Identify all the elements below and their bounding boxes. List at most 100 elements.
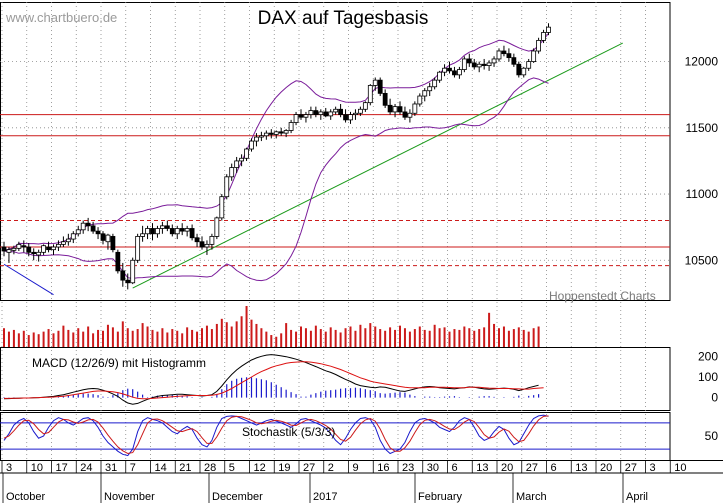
volume-bar xyxy=(176,330,179,347)
candle-body xyxy=(442,67,447,73)
volume-bar xyxy=(77,328,80,347)
month-label: November xyxy=(104,491,155,503)
volume-bar xyxy=(12,329,15,347)
candle-body xyxy=(140,233,146,237)
candle-body xyxy=(194,237,200,243)
watermark: www.chartbuero.de xyxy=(5,10,117,25)
x-tick-label: 7 xyxy=(130,462,136,474)
candle-body xyxy=(51,246,56,251)
volume-bar xyxy=(403,328,406,347)
macd-panel xyxy=(3,354,544,405)
candle-body xyxy=(263,132,269,137)
volume-bar xyxy=(42,331,45,347)
volume-bar xyxy=(92,333,95,347)
candle-body xyxy=(546,26,551,33)
candle-body xyxy=(456,69,462,76)
candle-body xyxy=(6,249,12,253)
candle-body xyxy=(452,70,457,76)
candle-body xyxy=(506,53,512,59)
horizontal-levels xyxy=(0,114,670,267)
candle-body xyxy=(466,58,472,64)
candle-body xyxy=(278,131,284,134)
x-tick-label: 6 xyxy=(551,462,557,474)
candle-body xyxy=(303,114,309,118)
volume-bar xyxy=(156,331,159,347)
volume-bar xyxy=(493,323,496,347)
candle-body xyxy=(174,228,180,235)
volume-bar xyxy=(517,327,520,347)
volume-bar xyxy=(329,327,332,347)
volume-bar xyxy=(82,331,85,347)
volume-bar xyxy=(280,333,283,347)
x-tick-label: 17 xyxy=(56,462,68,474)
volume-bar xyxy=(300,326,302,347)
volume-bar xyxy=(235,321,238,347)
x-tick-label: 10 xyxy=(674,462,686,474)
candle-body xyxy=(476,63,482,68)
candle-body xyxy=(536,40,541,52)
x-tick-label: 27 xyxy=(526,462,538,474)
volume-bar xyxy=(72,332,75,347)
volume-bar xyxy=(67,329,70,347)
volume-bar xyxy=(502,326,505,347)
macd-tick-label: 0 xyxy=(711,391,718,405)
volume-bar xyxy=(532,328,535,347)
volume-bar xyxy=(7,331,10,347)
candle-body xyxy=(288,122,294,131)
candle-body xyxy=(125,279,131,284)
y-tick-labels: 10500 11000 11500 12000 0 100 200 50 xyxy=(685,55,719,443)
candle-body xyxy=(318,111,324,115)
stochastic-d-line xyxy=(3,415,549,455)
volume-bar xyxy=(201,328,203,347)
candle-body xyxy=(239,157,245,162)
candle-body xyxy=(377,79,383,94)
candle-body xyxy=(75,229,81,235)
volume-bar xyxy=(260,328,263,347)
candle-body xyxy=(159,225,165,229)
candle-body xyxy=(348,114,353,121)
volume-bar xyxy=(255,323,258,347)
candle-body xyxy=(65,238,71,243)
volume-bar xyxy=(443,327,446,347)
volume-bar xyxy=(215,323,218,347)
candle-body xyxy=(16,243,22,249)
x-tick-label: 31 xyxy=(105,462,117,474)
volume-bar xyxy=(389,327,392,347)
candle-body xyxy=(402,111,408,118)
x-tick-label: 28 xyxy=(204,462,216,474)
candle-body xyxy=(26,246,32,253)
candle-body xyxy=(169,228,175,235)
candle-body xyxy=(115,251,121,272)
volume-bar xyxy=(488,312,491,347)
x-tick-labels: 3 10 17 24 31 7 14 21 28 5 12 19 27 2 9 16 23 30 6 13 20 27 6 1… xyxy=(1,460,687,503)
candle-body xyxy=(273,131,279,135)
macd-label: MACD (12/26/9) mit Histogramm xyxy=(32,356,206,370)
candle-body xyxy=(85,222,91,227)
x-tick-label: 3 xyxy=(650,462,656,474)
candle-body xyxy=(471,62,477,68)
candle-body xyxy=(343,114,348,121)
volume-bar xyxy=(171,329,174,347)
candle-body xyxy=(407,112,413,118)
candle-body xyxy=(209,236,215,245)
volume-bar xyxy=(250,319,253,347)
candle-body xyxy=(427,86,433,92)
candle-body xyxy=(372,79,378,86)
volume-bar xyxy=(102,330,104,347)
volume-bar xyxy=(433,324,436,347)
candle-body xyxy=(135,236,141,261)
volume-bar xyxy=(478,329,481,347)
volume-bar xyxy=(186,327,189,347)
candle-body xyxy=(1,246,7,252)
volume-bar xyxy=(141,323,144,347)
volume-bar xyxy=(265,331,268,347)
candle-body xyxy=(461,58,467,70)
panel-frames xyxy=(0,2,723,474)
candle-body xyxy=(105,234,111,243)
volume-bar xyxy=(106,324,109,347)
candle-body xyxy=(417,95,423,105)
stochastic-tick-label: 50 xyxy=(705,429,719,443)
candle-body xyxy=(90,225,96,232)
macd-tick-label: 100 xyxy=(698,370,718,384)
candle-body xyxy=(100,233,106,241)
